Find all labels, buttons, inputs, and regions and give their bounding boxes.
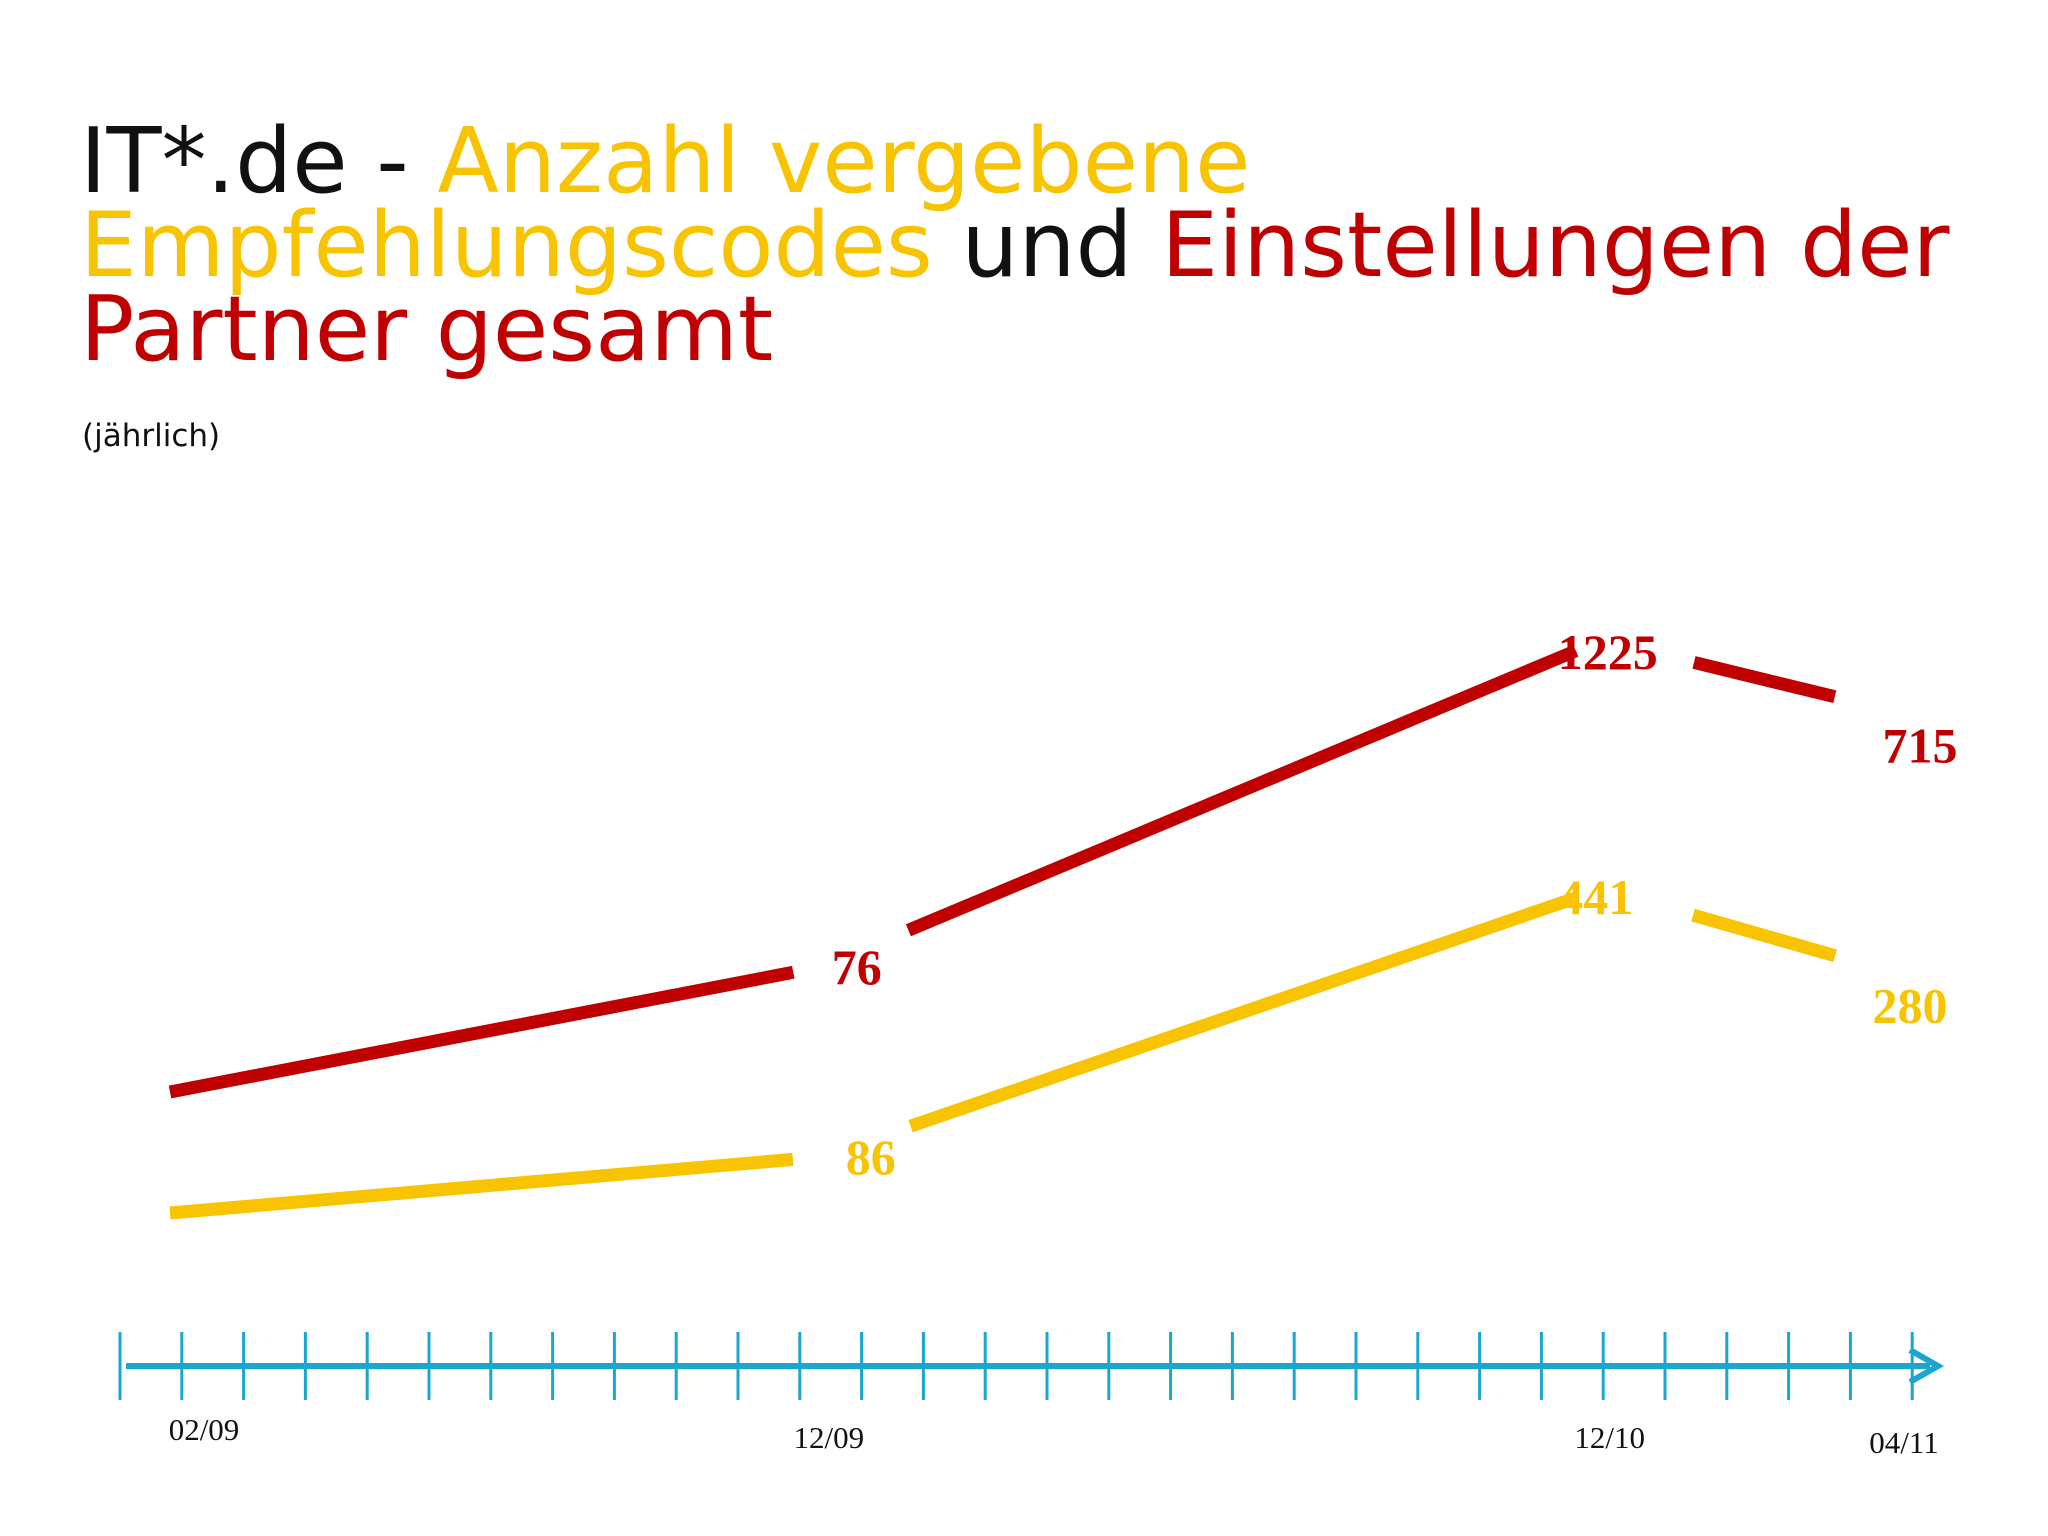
referral_codes-line-segment-2 (908, 891, 1578, 1133)
x-tick-label: 04/11 (1869, 1425, 1938, 1460)
title-part-site: IT*.de - (80, 109, 438, 214)
referral_codes-line-segment-3 (1691, 908, 1837, 963)
referral_codes-data-label-280: 280 (1873, 977, 1948, 1033)
x-tick-label: 02/09 (169, 1412, 240, 1447)
placements-line-segment-3 (1692, 656, 1837, 704)
title-part-and: und (932, 193, 1162, 298)
x-tick-label: 12/09 (793, 1420, 864, 1455)
placements-data-label-1225: 1225 (1558, 624, 1658, 680)
x-tick-label: 12/10 (1574, 1420, 1645, 1455)
title-part-referral-codes: Anzahl vergebene Empfehlungscodes (80, 109, 1251, 298)
placements-line-segment-1 (168, 965, 795, 1099)
x-axis-arrow-icon (1908, 1347, 1945, 1385)
placements-data-label-76: 76 (832, 939, 882, 995)
title-part-placements: Einstellungen der Partner gesamt (80, 193, 1950, 382)
referral_codes-data-label-86: 86 (846, 1129, 896, 1185)
chart-subtitle: (jährlich) (82, 418, 221, 454)
placements-data-label-715: 715 (1883, 717, 1958, 773)
referral_codes-data-label-441: 441 (1558, 869, 1633, 925)
chart-title: IT*.de - Anzahl vergebene Empfehlungscod… (80, 117, 2020, 375)
referral_codes-line-segment-1 (169, 1152, 794, 1220)
placements-line-segment-2 (905, 644, 1579, 937)
